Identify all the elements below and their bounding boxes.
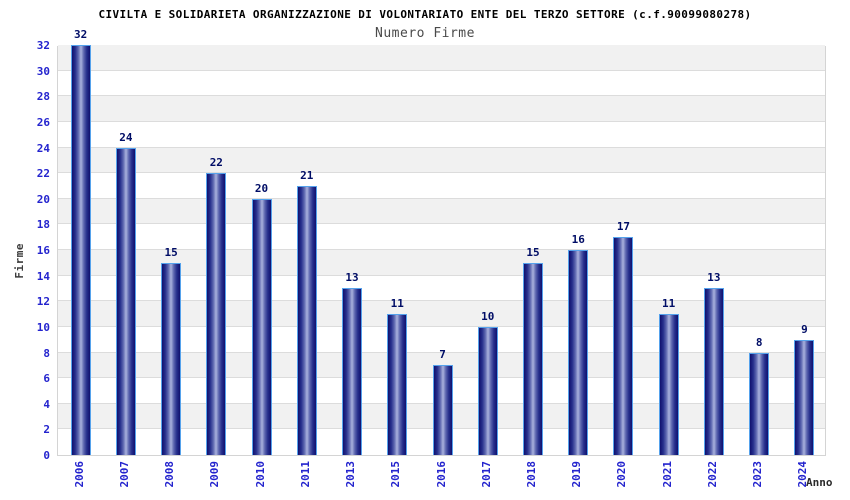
bar [387, 314, 408, 455]
chart-title: CIVILTA E SOLIDARIETA ORGANIZZAZIONE DI … [98, 8, 752, 21]
x-tick-label: 2022 [705, 461, 719, 488]
bar [522, 262, 543, 455]
bar-value-label: 22 [209, 156, 223, 170]
x-axis-label: Anno [806, 476, 833, 489]
y-tick-label: 16 [36, 244, 50, 257]
gridline [58, 249, 825, 250]
x-tick-label: 2020 [615, 461, 629, 488]
bar-value-label: 10 [481, 309, 495, 323]
x-tick-label: 2023 [751, 461, 765, 488]
x-tick-label: 2015 [389, 461, 403, 488]
y-tick-label: 12 [36, 295, 50, 309]
gridline [58, 146, 825, 148]
bar [70, 45, 91, 455]
bar-value-label: 13 [345, 271, 359, 285]
x-tick-label: 2013 [344, 461, 358, 488]
bar-value-label: 21 [300, 168, 314, 182]
y-tick-label: 28 [36, 90, 50, 104]
y-tick-label: 8 [43, 346, 50, 360]
grid-band [58, 198, 825, 225]
grid-band [58, 224, 825, 250]
y-tick-label: 30 [36, 64, 50, 78]
gridline [58, 120, 825, 122]
gridline [58, 300, 825, 302]
bar-value-label: 11 [662, 297, 676, 311]
bar-value-label: 17 [616, 220, 631, 234]
grid-band [58, 275, 825, 302]
bar [342, 288, 363, 455]
bar-value-label: 24 [119, 130, 133, 144]
bar-value-label: 11 [390, 297, 404, 311]
grid-band [58, 45, 825, 71]
x-tick-label: 2006 [72, 461, 86, 488]
grid-band [58, 173, 825, 199]
grid-band [58, 121, 825, 148]
bar [206, 173, 227, 455]
bar-value-label: 7 [439, 348, 446, 362]
grid-band [58, 250, 825, 276]
bar-value-label: 15 [164, 245, 178, 259]
y-tick-label: 26 [36, 115, 50, 129]
y-tick-label: 10 [36, 320, 50, 334]
bar-value-label: 9 [801, 322, 808, 336]
x-tick-label: 2016 [434, 461, 448, 488]
bar [161, 262, 182, 455]
bar [658, 314, 679, 455]
y-tick-label: 6 [43, 372, 50, 386]
x-tick-label: 2009 [208, 461, 222, 488]
gridline [58, 69, 825, 71]
grid-band [58, 147, 825, 174]
bar [296, 185, 317, 455]
bar [432, 365, 453, 455]
bar [703, 288, 724, 455]
bar-value-label: 8 [755, 335, 763, 349]
y-tick-label: 0 [43, 449, 50, 462]
y-tick-label: 20 [36, 192, 50, 206]
y-tick-label: 18 [36, 218, 50, 232]
gridline [58, 223, 825, 225]
bar [115, 147, 136, 455]
x-tick-label: 2021 [660, 461, 674, 488]
gridline [58, 325, 825, 327]
y-tick-label: 32 [36, 39, 50, 52]
grid-band [58, 301, 825, 327]
plot-area: 32 24 15 22 20 21 13 11 7 10 15 16 17 11 13 8 9 [57, 28, 826, 456]
grid-band [58, 326, 825, 353]
gridline [58, 274, 825, 276]
gridline [58, 351, 825, 353]
y-tick-label: 4 [43, 397, 50, 411]
gridline [58, 172, 825, 174]
bar-value-label: 15 [526, 245, 540, 259]
y-tick-label: 14 [36, 269, 50, 283]
x-tick-label: 2008 [163, 461, 177, 488]
x-tick-label: 2007 [117, 461, 131, 488]
bar [251, 198, 272, 455]
gridline [58, 95, 825, 97]
y-tick-label: 24 [36, 141, 50, 155]
x-tick-label: 2010 [253, 461, 267, 488]
x-tick-label: 2018 [524, 461, 538, 488]
bar-value-label: 16 [571, 233, 585, 246]
bar-value-label: 13 [707, 271, 721, 285]
y-tick-label: 22 [36, 167, 50, 181]
grid-band [58, 96, 825, 122]
bar-value-label: 20 [254, 181, 269, 195]
x-tick-label: 2011 [298, 461, 312, 488]
gridline [58, 197, 825, 199]
bar [613, 237, 634, 455]
x-tick-label: 2019 [570, 461, 584, 488]
x-tick-label: 2017 [479, 461, 493, 488]
chart-subtitle: Numero Firme [375, 26, 475, 41]
bar [568, 250, 589, 455]
y-tick-label: 2 [43, 423, 50, 437]
bar [477, 326, 498, 455]
bar [794, 339, 815, 455]
grid-band [58, 70, 825, 97]
bar [749, 352, 770, 455]
bar-value-label: 32 [73, 28, 88, 41]
